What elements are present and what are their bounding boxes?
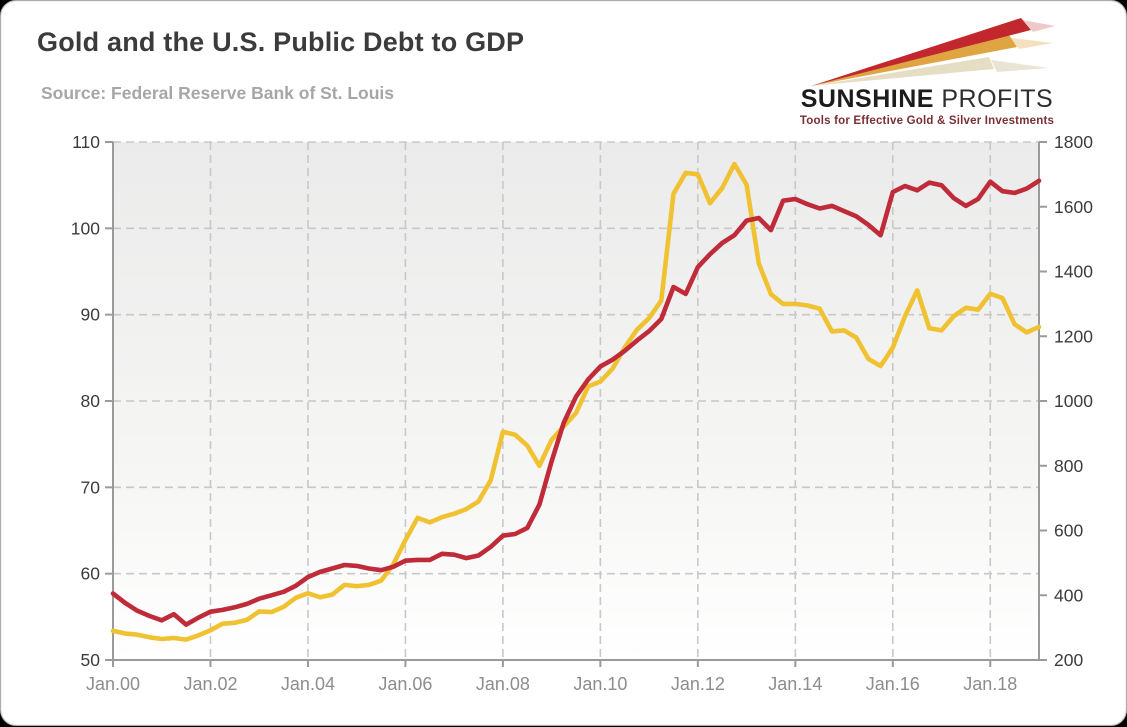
gold-price-line — [110, 161, 1042, 642]
red-ray-echo — [1023, 20, 1055, 32]
logo-rays-icon — [811, 18, 1055, 86]
gold-ray — [811, 35, 1017, 86]
y-right-label: 1800 — [1054, 132, 1093, 152]
y-right-label: 1000 — [1054, 391, 1093, 411]
sunshine-profits-logo: SUNSHINE PROFITS Tools for Effective Gol… — [789, 15, 1065, 127]
logo-word-profits: PROFITS — [933, 85, 1054, 113]
x-tick-label: Jan.08 — [476, 674, 530, 694]
gold-ray-echo — [1011, 38, 1053, 49]
y-left-label: 70 — [81, 477, 101, 497]
y-right-label: 400 — [1054, 585, 1083, 605]
page-title: Gold and the U.S. Public Debt to GDP — [37, 27, 525, 57]
y-left-label: 50 — [81, 650, 101, 670]
logo-word-sunshine: SUNSHINE — [800, 85, 934, 113]
cream-ray-echo — [991, 60, 1049, 72]
x-tick-label: Jan.12 — [671, 674, 725, 694]
x-tick-label: Jan.16 — [866, 674, 920, 694]
x-tick-label: Jan.00 — [86, 674, 140, 694]
x-tick-label: Jan.02 — [183, 674, 237, 694]
debt-to-gdp-line — [110, 178, 1042, 627]
x-tick-label: Jan.14 — [768, 674, 822, 694]
red-ray — [811, 18, 1031, 86]
x-tick-label: Jan.06 — [378, 674, 432, 694]
cream-ray — [811, 57, 994, 86]
y-left-label: 60 — [81, 564, 101, 584]
x-tick-label: Jan.04 — [281, 674, 335, 694]
y-right-label: 1600 — [1054, 197, 1093, 217]
y-right-label: 800 — [1054, 456, 1083, 476]
y-left-label: 110 — [72, 132, 100, 152]
y-right-label: 600 — [1054, 521, 1083, 541]
y-right-label: 1200 — [1054, 326, 1093, 346]
y-left-label: 80 — [81, 391, 101, 411]
x-tick-label: Jan.18 — [963, 674, 1017, 694]
source-caption: Source: Federal Reserve Bank of St. Loui… — [41, 83, 395, 103]
y-right-label: 200 — [1054, 650, 1083, 670]
y-left-label: 90 — [81, 305, 101, 325]
x-tick-label: Jan.10 — [573, 674, 627, 694]
y-left-label: 100 — [71, 218, 100, 238]
logo-tagline: Tools for Effective Gold & Silver Invest… — [799, 115, 1055, 127]
logo-wordmark: SUNSHINE PROFITS — [789, 87, 1065, 112]
y-right-label: 1400 — [1054, 262, 1093, 282]
